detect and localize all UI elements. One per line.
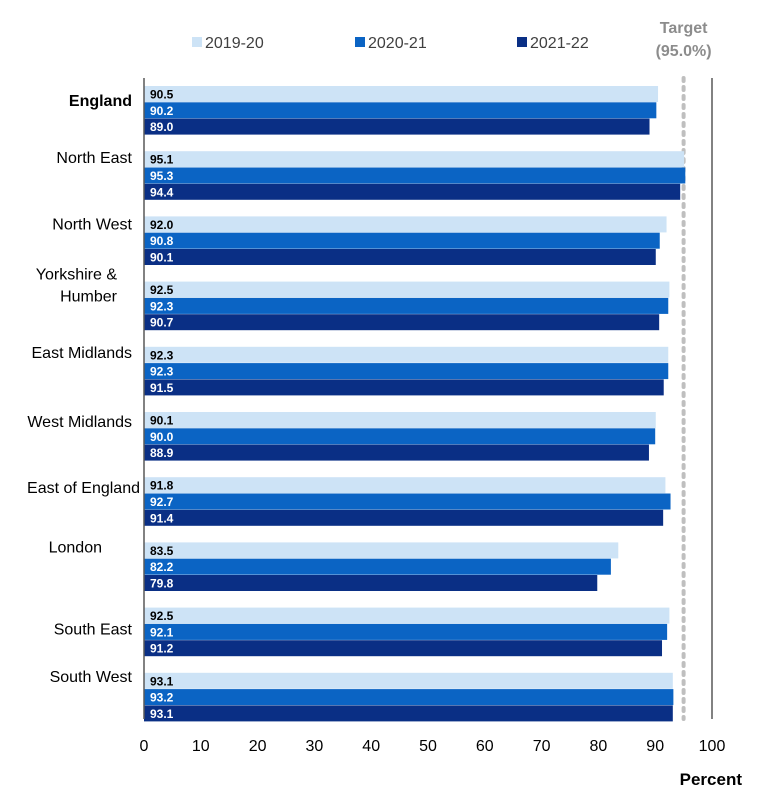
category-label: South East bbox=[54, 622, 133, 639]
data-label: 90.1 bbox=[150, 251, 174, 265]
legend-label: 2021-22 bbox=[530, 35, 589, 52]
data-label: 90.5 bbox=[150, 88, 174, 102]
bar bbox=[144, 314, 660, 331]
x-tick-label: 10 bbox=[192, 738, 210, 755]
bars-group: 90.5 90.2 89.0 95.1 95.3 94.4 92.0 90.8 90.1 92.5… bbox=[144, 86, 686, 722]
bar bbox=[144, 102, 657, 119]
category-label: London bbox=[49, 539, 102, 556]
legend-swatch-2020-21 bbox=[355, 37, 365, 47]
data-label: 91.8 bbox=[150, 479, 174, 493]
bar bbox=[144, 379, 664, 396]
data-label: 83.5 bbox=[150, 544, 174, 558]
x-tick-label: 30 bbox=[306, 738, 324, 755]
target-label: Target bbox=[660, 20, 708, 37]
x-tick-label: 20 bbox=[249, 738, 267, 755]
data-label: 95.3 bbox=[150, 169, 174, 183]
category-label: East of England bbox=[27, 480, 140, 497]
bar bbox=[144, 151, 685, 168]
data-label: 92.7 bbox=[150, 495, 174, 509]
data-label: 92.5 bbox=[150, 609, 174, 623]
x-tick-label: 40 bbox=[362, 738, 380, 755]
category-label: England bbox=[69, 93, 132, 110]
data-label: 92.5 bbox=[150, 283, 174, 297]
data-label: 92.0 bbox=[150, 218, 174, 232]
data-label: 93.2 bbox=[150, 691, 174, 705]
data-label: 91.2 bbox=[150, 642, 174, 656]
data-label: 93.1 bbox=[150, 674, 174, 688]
data-label: 92.1 bbox=[150, 625, 174, 639]
bar bbox=[144, 167, 686, 184]
bar bbox=[144, 493, 671, 510]
bar bbox=[144, 297, 669, 314]
bar bbox=[144, 363, 669, 380]
bar bbox=[144, 705, 673, 722]
data-label: 90.1 bbox=[150, 414, 174, 428]
data-label: 92.3 bbox=[150, 299, 174, 313]
bar bbox=[144, 232, 660, 249]
x-tick-label: 100 bbox=[699, 738, 726, 755]
category-label: Yorkshire & Humber bbox=[36, 267, 118, 306]
bar bbox=[144, 689, 674, 706]
bar bbox=[144, 640, 663, 657]
x-tick-label: 70 bbox=[533, 738, 551, 755]
bar bbox=[144, 575, 598, 591]
bar bbox=[144, 281, 670, 298]
data-label: 82.2 bbox=[150, 560, 174, 574]
category-label-line: Humber bbox=[60, 289, 118, 306]
bar bbox=[144, 412, 656, 428]
data-label: 91.5 bbox=[150, 381, 174, 395]
data-label: 88.9 bbox=[150, 446, 174, 460]
bar bbox=[144, 249, 656, 265]
data-label: 91.4 bbox=[150, 511, 174, 525]
x-axis-ticks: 0 10 20 30 40 50 60 70 80 90 100 bbox=[140, 738, 726, 755]
category-labels: England North East North West Yorkshire & Hu… bbox=[27, 93, 140, 686]
category-label: South West bbox=[50, 669, 133, 686]
bar bbox=[144, 444, 649, 461]
bar bbox=[144, 86, 659, 102]
target-marker: Target (95.0%) bbox=[656, 20, 712, 721]
data-label: 92.3 bbox=[150, 365, 174, 379]
bar bbox=[144, 428, 656, 445]
category-label: North West bbox=[52, 216, 132, 233]
data-label: 90.7 bbox=[150, 316, 174, 330]
bar bbox=[144, 672, 673, 689]
bar bbox=[144, 477, 666, 494]
bar bbox=[144, 183, 681, 200]
data-label: 93.1 bbox=[150, 707, 174, 721]
data-label: 95.1 bbox=[150, 153, 174, 167]
legend-label: 2019-20 bbox=[205, 35, 264, 52]
x-tick-label: 90 bbox=[646, 738, 664, 755]
bar bbox=[144, 346, 669, 363]
target-value-label: (95.0%) bbox=[656, 43, 712, 60]
bar bbox=[144, 542, 619, 559]
bar bbox=[144, 509, 664, 526]
category-label: West Midlands bbox=[27, 414, 132, 431]
bar bbox=[144, 216, 667, 233]
x-tick-label: 0 bbox=[140, 738, 149, 755]
data-label: 92.3 bbox=[150, 348, 174, 362]
data-label: 79.8 bbox=[150, 577, 174, 591]
data-label: 90.8 bbox=[150, 234, 174, 248]
x-tick-label: 50 bbox=[419, 738, 437, 755]
data-label: 90.2 bbox=[150, 104, 174, 118]
category-label-line: Yorkshire & bbox=[36, 267, 118, 284]
legend-swatch-2019-20 bbox=[192, 37, 202, 47]
bar bbox=[144, 118, 650, 135]
data-label: 90.0 bbox=[150, 430, 174, 444]
bar bbox=[144, 558, 611, 575]
bar bbox=[144, 607, 670, 624]
x-tick-label: 80 bbox=[590, 738, 608, 755]
data-label: 89.0 bbox=[150, 120, 174, 134]
category-label: East Midlands bbox=[32, 345, 133, 362]
legend: 2019-20 2020-21 2021-22 bbox=[192, 35, 589, 52]
x-tick-label: 60 bbox=[476, 738, 494, 755]
legend-swatch-2021-22 bbox=[517, 37, 527, 47]
bar bbox=[144, 623, 668, 640]
data-label: 94.4 bbox=[150, 185, 174, 199]
legend-label: 2020-21 bbox=[368, 35, 427, 52]
category-label: North East bbox=[56, 150, 132, 167]
x-axis-title: Percent bbox=[680, 770, 743, 789]
